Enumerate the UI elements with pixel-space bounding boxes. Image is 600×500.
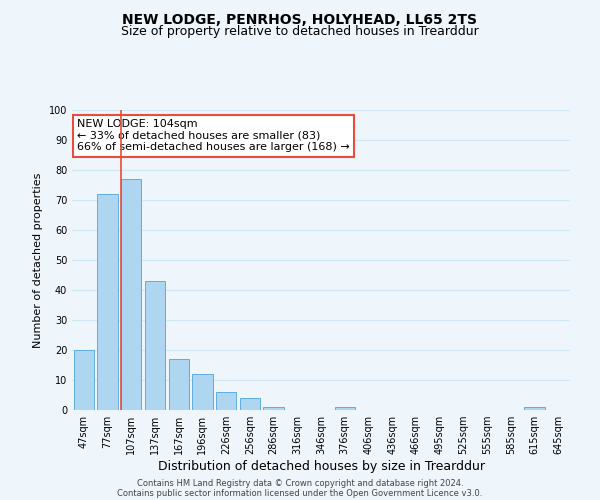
Bar [335, 407, 355, 410]
Bar [169, 359, 189, 410]
Text: Contains public sector information licensed under the Open Government Licence v3: Contains public sector information licen… [118, 488, 482, 498]
Bar [524, 407, 545, 410]
Bar [145, 281, 165, 410]
X-axis label: Distribution of detached houses by size in Trearddur: Distribution of detached houses by size … [157, 460, 485, 473]
Bar [193, 374, 212, 410]
Bar [74, 350, 94, 410]
Bar [121, 179, 142, 410]
Text: Contains HM Land Registry data © Crown copyright and database right 2024.: Contains HM Land Registry data © Crown c… [137, 478, 463, 488]
Y-axis label: Number of detached properties: Number of detached properties [33, 172, 43, 348]
Text: NEW LODGE, PENRHOS, HOLYHEAD, LL65 2TS: NEW LODGE, PENRHOS, HOLYHEAD, LL65 2TS [122, 12, 478, 26]
Bar [216, 392, 236, 410]
Bar [97, 194, 118, 410]
Bar [240, 398, 260, 410]
Text: Size of property relative to detached houses in Trearddur: Size of property relative to detached ho… [121, 25, 479, 38]
Text: NEW LODGE: 104sqm
← 33% of detached houses are smaller (83)
66% of semi-detached: NEW LODGE: 104sqm ← 33% of detached hous… [77, 119, 350, 152]
Bar [263, 407, 284, 410]
